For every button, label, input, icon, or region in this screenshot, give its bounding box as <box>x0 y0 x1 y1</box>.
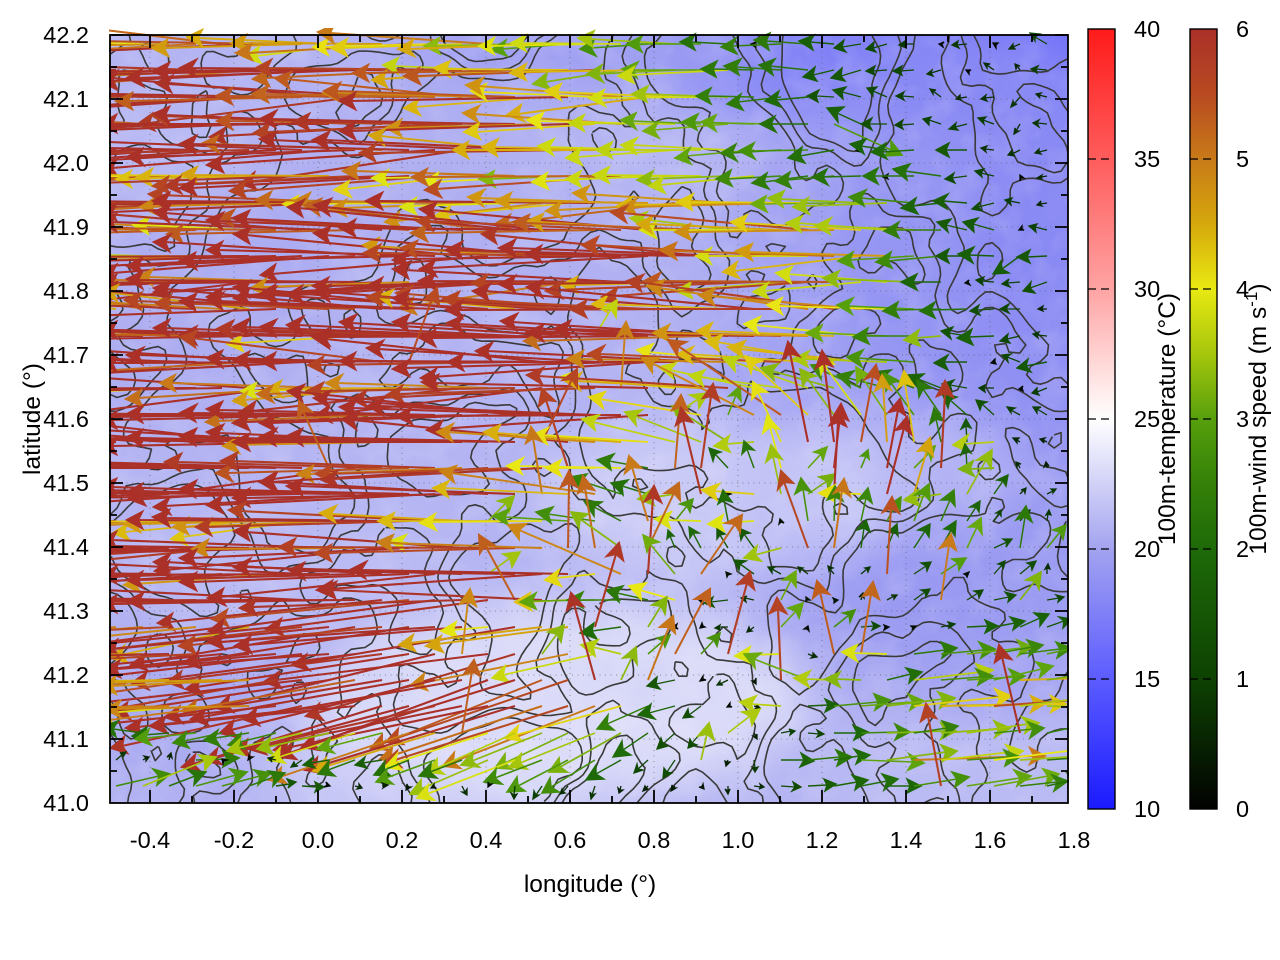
svg-text:42.1: 42.1 <box>43 86 89 112</box>
svg-text:1.8: 1.8 <box>1058 827 1091 853</box>
svg-text:40: 40 <box>1134 16 1160 42</box>
svg-text:41.1: 41.1 <box>43 726 89 752</box>
svg-text:0.8: 0.8 <box>638 827 671 853</box>
svg-text:42.2: 42.2 <box>43 22 89 48</box>
svg-text:41.8: 41.8 <box>43 278 89 304</box>
svg-text:0: 0 <box>1236 796 1249 822</box>
svg-text:3: 3 <box>1236 406 1249 432</box>
svg-text:100m-temperature (°C): 100m-temperature (°C) <box>1154 293 1181 545</box>
svg-text:5: 5 <box>1236 146 1249 172</box>
svg-text:10: 10 <box>1134 796 1160 822</box>
svg-text:1.6: 1.6 <box>974 827 1007 853</box>
svg-text:longitude (°): longitude (°) <box>524 871 656 898</box>
svg-text:4: 4 <box>1236 276 1249 302</box>
svg-text:6: 6 <box>1236 16 1249 42</box>
svg-text:2: 2 <box>1236 536 1249 562</box>
svg-text:0.6: 0.6 <box>554 827 587 853</box>
svg-text:41.0: 41.0 <box>43 790 89 816</box>
svg-text:42.0: 42.0 <box>43 150 89 176</box>
svg-text:1.2: 1.2 <box>806 827 839 853</box>
svg-text:20: 20 <box>1134 536 1160 562</box>
svg-text:41.2: 41.2 <box>43 662 89 688</box>
svg-text:100m-wind speed (m s-1): 100m-wind speed (m s-1) <box>1242 283 1272 554</box>
svg-text:0.2: 0.2 <box>386 827 419 853</box>
svg-text:30: 30 <box>1134 276 1160 302</box>
svg-text:25: 25 <box>1134 406 1160 432</box>
svg-text:-0.2: -0.2 <box>214 827 255 853</box>
svg-text:41.6: 41.6 <box>43 406 89 432</box>
svg-text:1.4: 1.4 <box>890 827 923 853</box>
svg-text:41.3: 41.3 <box>43 598 89 624</box>
svg-text:35: 35 <box>1134 146 1160 172</box>
svg-text:0.4: 0.4 <box>470 827 503 853</box>
svg-text:15: 15 <box>1134 666 1160 692</box>
svg-text:1: 1 <box>1236 666 1249 692</box>
svg-text:0.0: 0.0 <box>302 827 335 853</box>
svg-text:-0.4: -0.4 <box>130 827 171 853</box>
svg-text:41.5: 41.5 <box>43 470 89 496</box>
svg-text:41.4: 41.4 <box>43 534 89 560</box>
svg-text:latitude (°): latitude (°) <box>19 363 46 475</box>
svg-text:41.7: 41.7 <box>43 342 89 368</box>
svg-text:41.9: 41.9 <box>43 214 89 240</box>
svg-text:1.0: 1.0 <box>722 827 755 853</box>
